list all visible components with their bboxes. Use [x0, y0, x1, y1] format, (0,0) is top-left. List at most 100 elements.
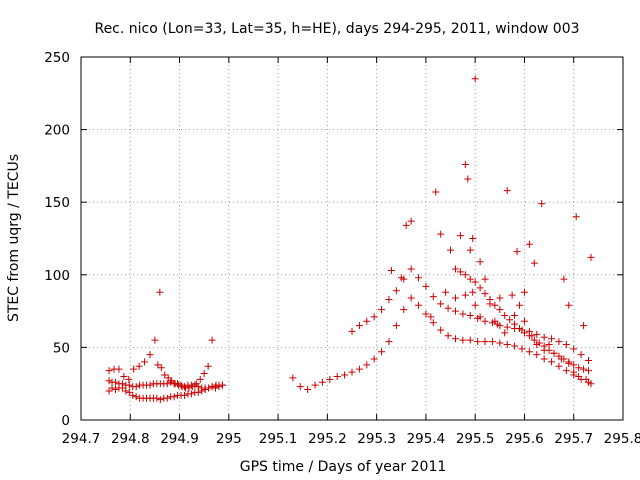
data-point	[151, 336, 159, 344]
data-point	[548, 335, 556, 343]
data-point	[115, 365, 123, 373]
y-tick-label: 250	[44, 50, 70, 66]
data-point	[205, 384, 213, 392]
data-point	[129, 391, 137, 399]
data-point	[525, 348, 533, 356]
plot-frame	[80, 56, 624, 421]
data-point	[481, 338, 489, 346]
data-point	[508, 291, 516, 299]
data-point	[540, 355, 548, 363]
data-point	[481, 275, 489, 283]
data-point	[437, 300, 445, 308]
data-point	[348, 368, 356, 376]
data-point	[130, 365, 138, 373]
data-point	[461, 271, 469, 279]
data-point	[415, 274, 423, 282]
data-point	[178, 383, 186, 391]
data-point	[370, 313, 378, 321]
data-point	[146, 381, 154, 389]
data-point	[520, 329, 528, 337]
data-point	[105, 377, 113, 385]
data-point	[562, 367, 570, 375]
data-point	[212, 381, 220, 389]
y-tick-label: 0	[61, 413, 70, 429]
data-point	[587, 380, 595, 388]
data-point	[422, 282, 430, 290]
data-point	[407, 294, 415, 302]
data-point	[163, 380, 171, 388]
data-point	[156, 396, 164, 404]
data-point	[407, 265, 415, 273]
x-tick-label: 294.8	[111, 431, 150, 447]
chart-title: Rec. nico (Lon=33, Lat=35, h=HE), days 2…	[94, 21, 579, 37]
data-point	[105, 367, 113, 375]
data-point	[171, 380, 179, 388]
data-point	[392, 322, 400, 330]
data-point	[503, 187, 511, 195]
data-point	[444, 332, 452, 340]
y-tick-labels: 0 50 100 150 200 250	[44, 50, 70, 429]
data-point	[530, 336, 538, 344]
data-point	[387, 266, 395, 274]
data-point	[511, 320, 519, 328]
tick-marks	[80, 56, 624, 421]
data-point	[520, 288, 528, 296]
data-point	[496, 339, 504, 347]
data-point	[575, 364, 583, 372]
x-tick-label: 295.7	[554, 431, 593, 447]
data-point	[444, 304, 452, 312]
data-point	[437, 230, 445, 238]
data-point	[474, 338, 482, 346]
data-point	[530, 259, 538, 267]
data-point	[432, 188, 440, 196]
data-point	[125, 388, 133, 396]
data-point	[105, 387, 113, 395]
data-point	[560, 275, 568, 283]
data-point	[555, 338, 563, 346]
data-point	[565, 301, 573, 309]
data-point	[153, 394, 161, 402]
data-point	[501, 311, 509, 319]
data-point	[451, 307, 459, 315]
data-point	[548, 358, 556, 366]
data-point	[580, 365, 588, 373]
data-point	[378, 306, 386, 314]
data-point	[496, 294, 504, 302]
data-point	[516, 301, 524, 309]
data-point	[496, 306, 504, 314]
data-point	[118, 380, 126, 388]
x-tick-label: 295.2	[308, 431, 347, 447]
data-point	[363, 317, 371, 325]
data-point	[562, 340, 570, 348]
x-axis-label: GPS time / Days of year 2011	[240, 459, 447, 475]
data-point	[570, 345, 578, 353]
data-point	[304, 386, 312, 394]
data-point	[196, 375, 204, 383]
data-point	[370, 355, 378, 363]
y-tick-label: 100	[44, 268, 70, 284]
data-point	[486, 300, 494, 308]
x-tick-label: 294.7	[62, 431, 101, 447]
data-point	[407, 217, 415, 225]
data-point	[163, 394, 171, 402]
data-point	[585, 356, 593, 364]
data-point	[156, 288, 164, 296]
data-point	[185, 384, 193, 392]
data-point	[557, 355, 565, 363]
data-point	[392, 287, 400, 295]
data-point	[427, 313, 435, 321]
data-point	[471, 75, 479, 83]
data-point	[520, 317, 528, 325]
data-point	[326, 375, 334, 383]
data-point	[550, 349, 558, 357]
data-point	[192, 380, 200, 388]
data-point	[582, 375, 590, 383]
data-point	[577, 351, 585, 359]
data-point	[164, 374, 172, 382]
data-point	[167, 378, 175, 386]
data-point	[538, 200, 546, 208]
data-point	[451, 335, 459, 343]
data-point	[481, 290, 489, 298]
